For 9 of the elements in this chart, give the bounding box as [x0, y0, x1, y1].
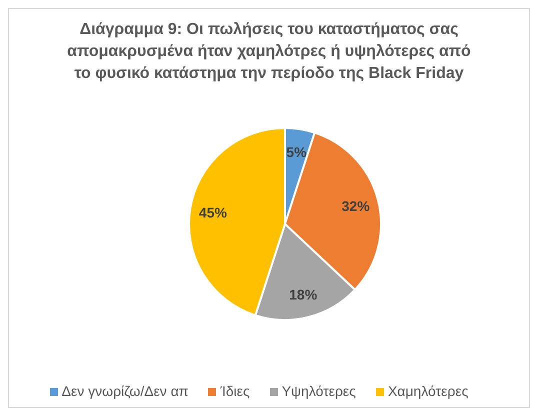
data-label: 45%: [198, 204, 228, 221]
legend-label: Ίδιες: [220, 383, 250, 399]
data-label: 32%: [342, 198, 370, 214]
legend-label: Χαμηλότερες: [388, 383, 468, 399]
data-label: 5%: [286, 144, 308, 160]
legend-label: Υψηλότερες: [282, 383, 356, 399]
legend-label: Δεν γνωρίζω/Δεν απ: [62, 383, 188, 399]
chart-title: Διάγραμμα 9: Οι πωλήσεις του καταστήματος σας απομακρυσμένα ήταν χαμηλότρες ή υψηλότερες από το φυσικό κατάστημα την περίοδο της Black Friday: [66, 20, 472, 84]
data-label: 18%: [289, 286, 318, 303]
